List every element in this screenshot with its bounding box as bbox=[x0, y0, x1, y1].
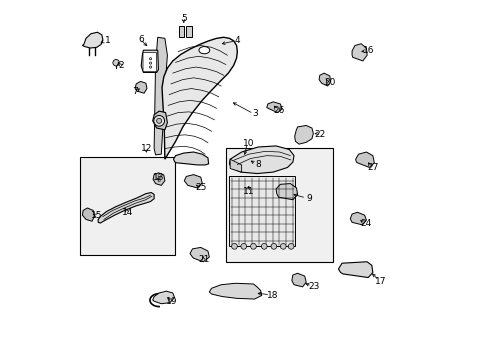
Text: 8: 8 bbox=[255, 161, 261, 170]
Polygon shape bbox=[355, 152, 373, 167]
Circle shape bbox=[158, 175, 160, 177]
Text: 10: 10 bbox=[243, 139, 254, 148]
Polygon shape bbox=[82, 208, 94, 221]
Polygon shape bbox=[190, 247, 209, 262]
Bar bbox=[225, 148, 333, 262]
Polygon shape bbox=[230, 159, 241, 172]
Circle shape bbox=[270, 243, 276, 249]
Polygon shape bbox=[351, 44, 366, 61]
Circle shape bbox=[241, 243, 246, 249]
Ellipse shape bbox=[199, 46, 209, 54]
Circle shape bbox=[250, 243, 256, 249]
Polygon shape bbox=[178, 26, 184, 37]
Polygon shape bbox=[184, 175, 202, 188]
Circle shape bbox=[158, 180, 160, 182]
Polygon shape bbox=[294, 126, 313, 144]
Circle shape bbox=[113, 59, 119, 66]
Polygon shape bbox=[209, 283, 261, 299]
Circle shape bbox=[156, 118, 162, 123]
Circle shape bbox=[287, 243, 293, 249]
Polygon shape bbox=[291, 273, 305, 287]
Polygon shape bbox=[173, 152, 208, 165]
Polygon shape bbox=[135, 81, 147, 93]
Circle shape bbox=[280, 243, 285, 249]
Circle shape bbox=[149, 66, 151, 68]
Circle shape bbox=[149, 58, 151, 60]
Polygon shape bbox=[98, 193, 154, 223]
Text: 24: 24 bbox=[360, 219, 371, 228]
Text: 4: 4 bbox=[234, 36, 240, 45]
Text: 1: 1 bbox=[104, 36, 110, 45]
Text: 5: 5 bbox=[181, 14, 187, 23]
Text: 9: 9 bbox=[305, 194, 311, 203]
Polygon shape bbox=[276, 184, 297, 200]
Text: 6: 6 bbox=[138, 35, 144, 44]
Circle shape bbox=[158, 177, 160, 179]
Text: 11: 11 bbox=[243, 187, 254, 196]
Polygon shape bbox=[82, 32, 102, 48]
Polygon shape bbox=[229, 146, 293, 174]
Text: 22: 22 bbox=[314, 130, 325, 139]
Polygon shape bbox=[266, 102, 282, 113]
Text: 12: 12 bbox=[141, 144, 152, 153]
Text: 17: 17 bbox=[374, 276, 386, 285]
Text: 16: 16 bbox=[362, 46, 373, 55]
Text: 20: 20 bbox=[324, 78, 335, 87]
Text: 25: 25 bbox=[195, 183, 206, 192]
Polygon shape bbox=[338, 262, 372, 278]
Text: 14: 14 bbox=[122, 208, 133, 217]
Circle shape bbox=[261, 243, 266, 249]
Text: 21: 21 bbox=[198, 255, 209, 264]
Polygon shape bbox=[186, 26, 192, 37]
Circle shape bbox=[149, 62, 151, 64]
Text: 3: 3 bbox=[252, 109, 258, 118]
Polygon shape bbox=[349, 212, 366, 225]
Polygon shape bbox=[319, 73, 330, 86]
Text: 7: 7 bbox=[132, 86, 138, 95]
Text: 18: 18 bbox=[266, 291, 278, 300]
Polygon shape bbox=[229, 176, 295, 246]
Circle shape bbox=[231, 243, 237, 249]
Polygon shape bbox=[239, 153, 255, 166]
Bar bbox=[80, 157, 175, 255]
Text: 23: 23 bbox=[308, 282, 320, 291]
Text: 2: 2 bbox=[118, 61, 123, 70]
Text: 26: 26 bbox=[272, 105, 284, 114]
Polygon shape bbox=[162, 37, 237, 159]
Polygon shape bbox=[152, 111, 167, 130]
Text: 15: 15 bbox=[91, 211, 102, 220]
Text: 19: 19 bbox=[166, 297, 178, 306]
Polygon shape bbox=[152, 291, 174, 304]
Text: 27: 27 bbox=[366, 163, 378, 172]
Text: 13: 13 bbox=[153, 173, 164, 182]
Circle shape bbox=[153, 116, 164, 126]
Polygon shape bbox=[153, 173, 164, 185]
Polygon shape bbox=[154, 37, 167, 155]
FancyBboxPatch shape bbox=[142, 52, 156, 72]
Polygon shape bbox=[141, 50, 158, 72]
